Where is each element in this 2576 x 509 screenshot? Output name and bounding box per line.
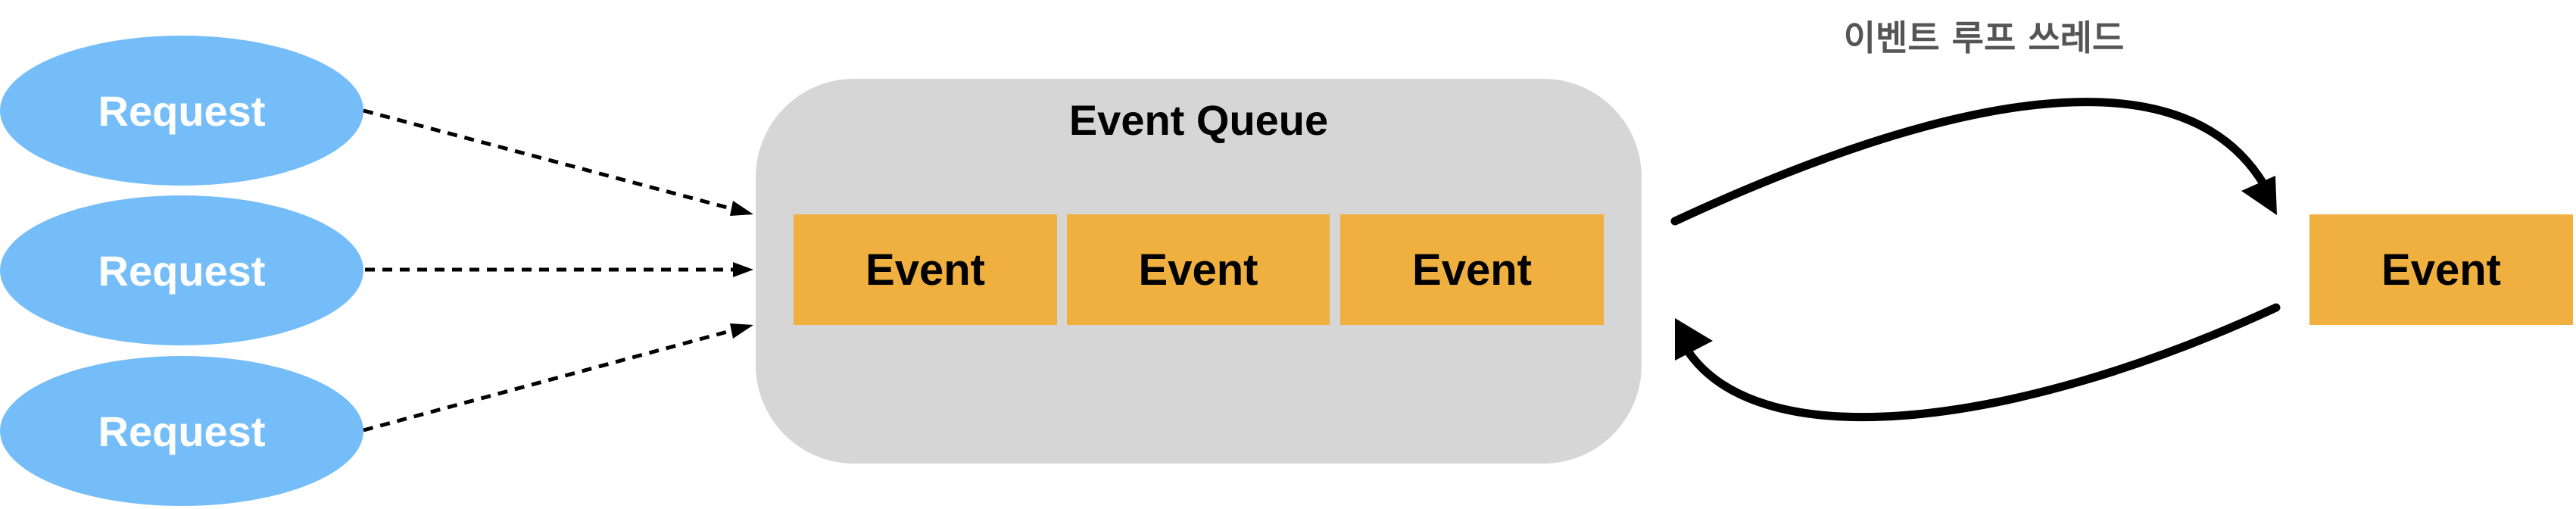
arrowhead-icon bbox=[730, 201, 753, 216]
queue-event-label: Event bbox=[1412, 245, 1532, 295]
queue-event-2: Event bbox=[1067, 214, 1330, 325]
request-label: Request bbox=[98, 246, 266, 295]
arrowhead-icon bbox=[2241, 176, 2277, 215]
queue-event-1: Event bbox=[794, 214, 1057, 325]
request-node-2: Request bbox=[0, 195, 363, 345]
current-event: Event bbox=[2309, 214, 2573, 325]
queue-event-label: Event bbox=[865, 245, 985, 295]
queue-event-3: Event bbox=[1340, 214, 1604, 325]
request-node-1: Request bbox=[0, 36, 363, 186]
arrowhead-icon bbox=[730, 323, 753, 339]
request-arrow-2 bbox=[365, 262, 753, 277]
event-loop-thread-label: 이벤트 루프 쓰레드 bbox=[1843, 17, 2125, 58]
queue-event-label: Event bbox=[1138, 245, 1258, 295]
request-label: Request bbox=[98, 407, 266, 455]
request-arrow-1 bbox=[363, 108, 753, 216]
request-arrow-3 bbox=[363, 323, 753, 432]
arrowhead-icon bbox=[1675, 318, 1713, 361]
loop-arrow-to-thread bbox=[1670, 98, 2277, 226]
arrowhead-icon bbox=[733, 262, 753, 277]
request-label: Request bbox=[98, 86, 266, 135]
request-node-3: Request bbox=[0, 356, 363, 506]
event-queue-title: Event Queue bbox=[1068, 96, 1329, 144]
current-event-label: Event bbox=[2381, 245, 2501, 295]
loop-arrow-back-to-queue bbox=[1675, 303, 2281, 422]
